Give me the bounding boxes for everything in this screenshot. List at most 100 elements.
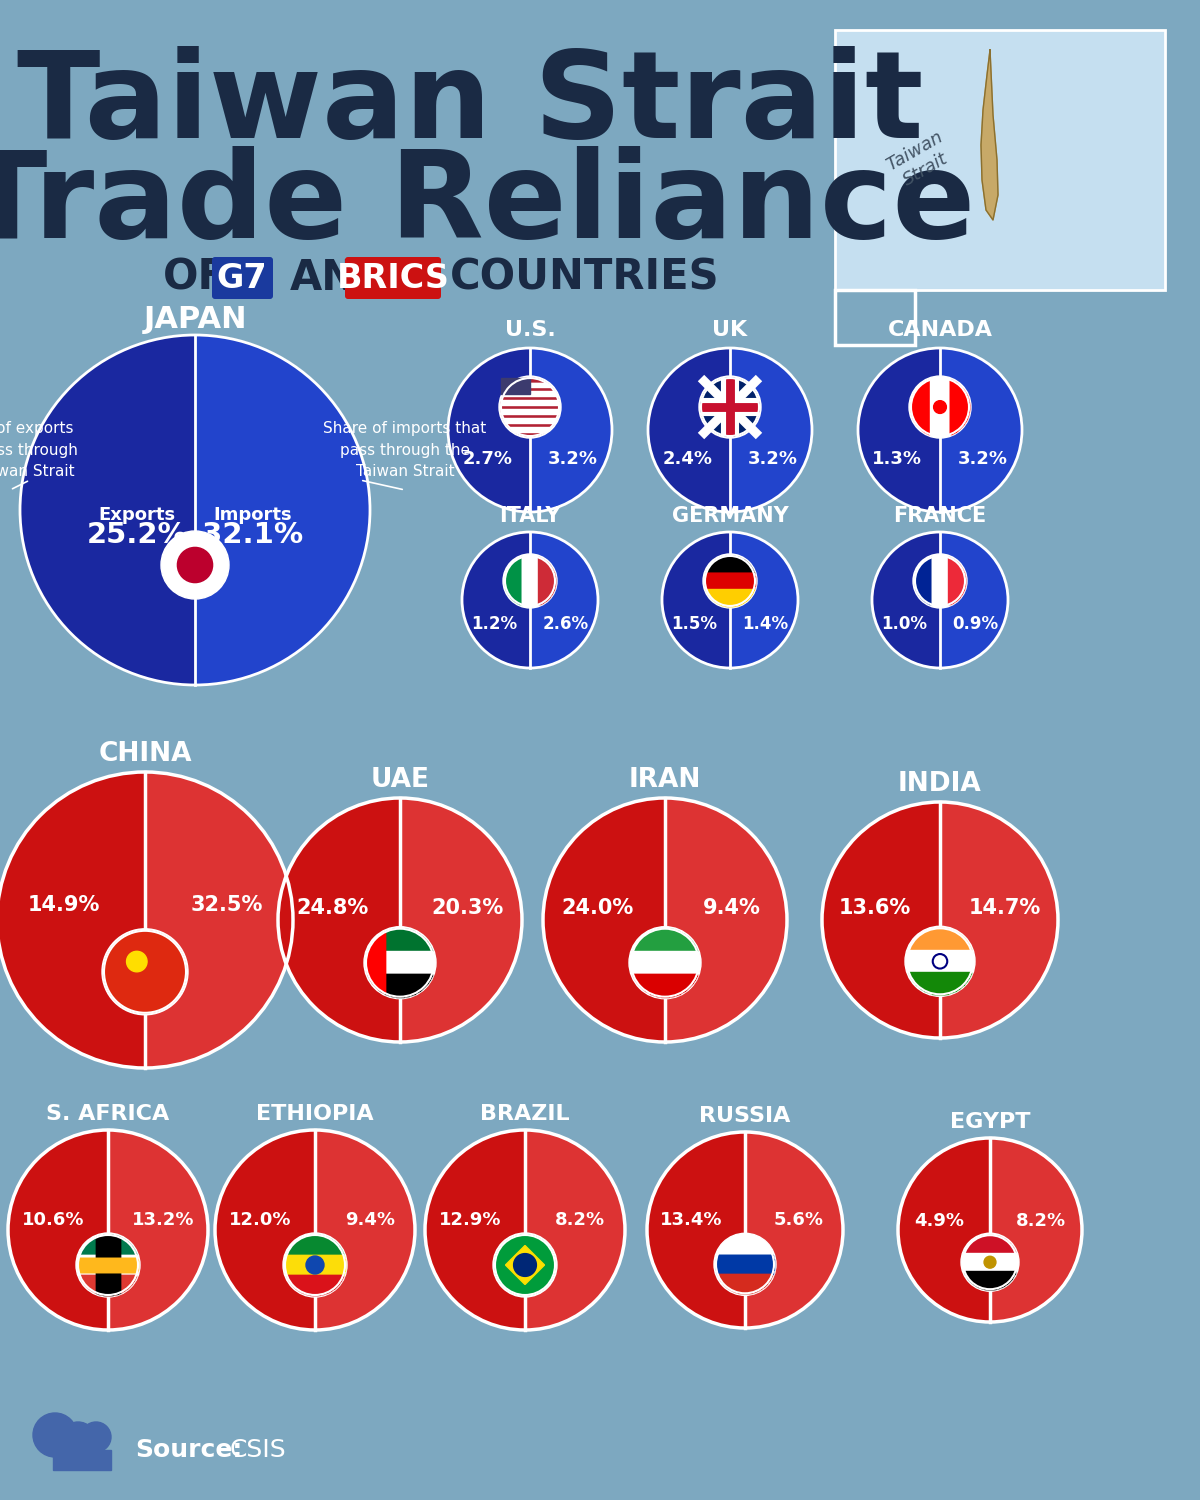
Circle shape [306, 1256, 324, 1274]
Circle shape [503, 554, 557, 608]
Circle shape [984, 1257, 996, 1268]
Text: UK: UK [713, 320, 748, 340]
Polygon shape [940, 532, 1008, 668]
Circle shape [493, 1233, 557, 1298]
Text: S. AFRICA: S. AFRICA [47, 1104, 169, 1124]
Text: Taiwan Strait: Taiwan Strait [17, 46, 923, 164]
Text: Taiwan
Strait: Taiwan Strait [883, 128, 956, 192]
Polygon shape [278, 798, 400, 1042]
Polygon shape [940, 802, 1058, 1038]
Polygon shape [730, 532, 798, 668]
Circle shape [34, 1413, 77, 1456]
Text: CANADA: CANADA [888, 320, 992, 340]
Text: 20.3%: 20.3% [431, 898, 503, 918]
Polygon shape [448, 348, 530, 512]
Circle shape [698, 376, 761, 438]
Circle shape [872, 532, 1008, 668]
Polygon shape [648, 348, 730, 512]
Text: ITALY: ITALY [499, 506, 560, 526]
Bar [835, 290, 916, 345]
Circle shape [714, 1233, 776, 1296]
FancyBboxPatch shape [212, 256, 274, 298]
Circle shape [703, 554, 757, 608]
Text: Share of exports
that pass through
the Taiwan Strait: Share of exports that pass through the T… [0, 422, 78, 478]
Text: 1.2%: 1.2% [472, 615, 517, 633]
Polygon shape [647, 1132, 745, 1328]
Text: Source:: Source: [134, 1438, 242, 1462]
Circle shape [662, 532, 798, 668]
Text: 12.0%: 12.0% [229, 1210, 292, 1228]
Text: 1.4%: 1.4% [743, 615, 788, 633]
Polygon shape [8, 1130, 108, 1330]
Polygon shape [730, 348, 812, 512]
Text: AND: AND [290, 256, 391, 298]
Text: 4.9%: 4.9% [914, 1212, 965, 1230]
Polygon shape [990, 1138, 1082, 1322]
Circle shape [648, 348, 812, 512]
Text: OF: OF [163, 256, 227, 298]
Circle shape [178, 548, 212, 582]
Text: RUSSIA: RUSSIA [700, 1106, 791, 1126]
Text: 13.4%: 13.4% [660, 1210, 722, 1228]
Polygon shape [462, 532, 530, 668]
Circle shape [647, 1132, 842, 1328]
Bar [502, 378, 530, 393]
Text: G7: G7 [217, 261, 268, 294]
Circle shape [76, 1233, 140, 1298]
Text: 9.4%: 9.4% [346, 1210, 395, 1228]
Polygon shape [745, 1132, 842, 1328]
Circle shape [0, 772, 293, 1068]
Text: 3.2%: 3.2% [547, 450, 598, 468]
Circle shape [910, 376, 971, 438]
Polygon shape [544, 798, 665, 1042]
Circle shape [425, 1130, 625, 1330]
Text: Exports: Exports [98, 506, 175, 524]
Text: 24.8%: 24.8% [296, 898, 370, 918]
Circle shape [629, 927, 701, 999]
Polygon shape [526, 1130, 625, 1330]
Circle shape [163, 532, 227, 597]
Polygon shape [20, 334, 194, 686]
Text: CSIS: CSIS [230, 1438, 287, 1462]
Text: 8.2%: 8.2% [1015, 1212, 1066, 1230]
Text: 14.9%: 14.9% [28, 896, 100, 915]
Circle shape [364, 927, 436, 999]
Polygon shape [425, 1130, 526, 1330]
Circle shape [215, 1130, 415, 1330]
FancyBboxPatch shape [346, 256, 442, 298]
Text: Share of imports that
pass through the
Taiwan Strait: Share of imports that pass through the T… [323, 422, 487, 478]
Polygon shape [858, 348, 940, 512]
Text: 2.4%: 2.4% [662, 450, 713, 468]
Circle shape [8, 1130, 208, 1330]
Text: Trade Reliance: Trade Reliance [0, 147, 976, 264]
Polygon shape [665, 798, 787, 1042]
Polygon shape [898, 1138, 990, 1322]
Text: 10.6%: 10.6% [22, 1210, 84, 1228]
Circle shape [822, 802, 1058, 1038]
Text: 13.6%: 13.6% [839, 898, 911, 918]
Polygon shape [400, 798, 522, 1042]
Text: 1.5%: 1.5% [672, 615, 718, 633]
Circle shape [905, 927, 974, 996]
Text: 32.5%: 32.5% [191, 896, 263, 915]
Text: 3.2%: 3.2% [748, 450, 798, 468]
Circle shape [82, 1422, 112, 1452]
Text: 2.6%: 2.6% [542, 615, 588, 633]
Text: U.S.: U.S. [505, 320, 556, 340]
Text: INDIA: INDIA [898, 771, 982, 796]
Circle shape [701, 378, 760, 436]
Circle shape [514, 1254, 536, 1276]
Polygon shape [530, 348, 612, 512]
Text: EGYPT: EGYPT [949, 1112, 1031, 1132]
Circle shape [496, 1234, 554, 1294]
Text: BRAZIL: BRAZIL [480, 1104, 570, 1124]
Text: 5.6%: 5.6% [774, 1210, 824, 1228]
Polygon shape [662, 532, 730, 668]
Circle shape [161, 531, 229, 598]
Polygon shape [505, 1245, 545, 1284]
Circle shape [898, 1138, 1082, 1322]
Polygon shape [215, 1130, 314, 1330]
Text: 1.3%: 1.3% [872, 450, 923, 468]
Circle shape [60, 1422, 96, 1458]
Circle shape [448, 348, 612, 512]
